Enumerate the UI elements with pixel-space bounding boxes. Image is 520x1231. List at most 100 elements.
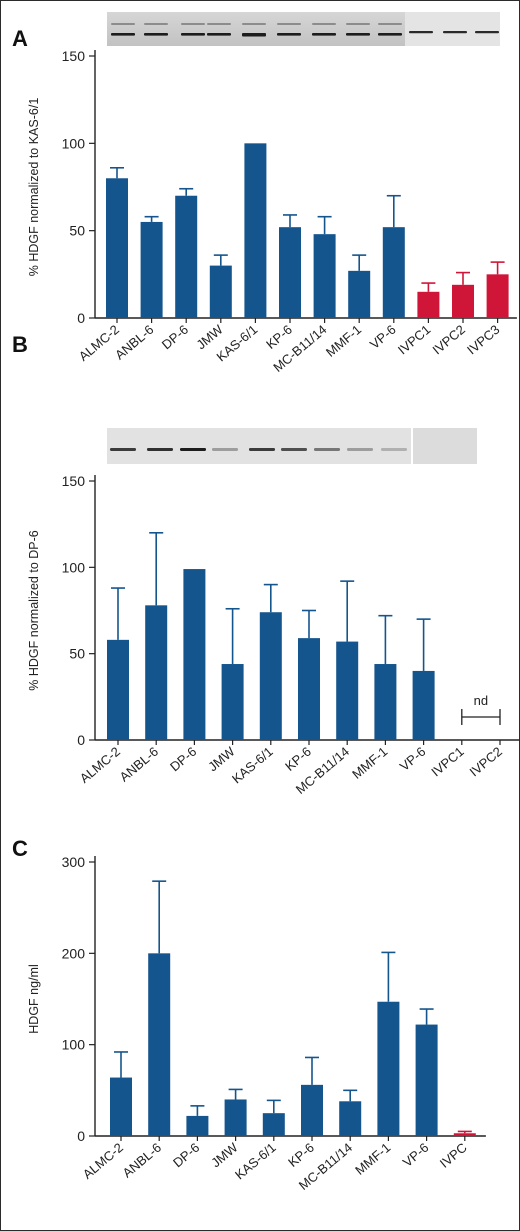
y-tick-label: 100: [62, 135, 86, 151]
y-tick-label: 0: [77, 732, 85, 748]
bar-chart-b: 0 50 100 150 % HDGF normalized to DP-6 ALMC-2…: [27, 473, 520, 797]
blot-a-band: [312, 33, 336, 36]
category-label: DP-6: [167, 744, 199, 775]
blot-b-band: [180, 448, 206, 451]
western-blot-b: [107, 428, 477, 464]
blot-a-band: [144, 33, 168, 36]
blot-a-band-upper: [111, 23, 135, 25]
category-label: MMF-1: [349, 744, 390, 782]
bar: [106, 178, 128, 318]
panel-letter-a: A: [12, 26, 28, 51]
blot-a-band: [181, 33, 205, 36]
panel-letter-b: B: [12, 332, 28, 357]
blot-a-band-upper: [378, 23, 402, 25]
blot-a-band: [475, 31, 499, 34]
category-label: IVPC2: [430, 322, 468, 358]
category-label: IVPC: [437, 1140, 470, 1171]
y-tick-label: 100: [62, 1037, 86, 1053]
bar: [183, 569, 206, 740]
category-label: ANBL-6: [117, 744, 162, 785]
bar: [259, 612, 282, 740]
category-label: ANBL-6: [112, 322, 157, 363]
y-tick-label: 50: [69, 223, 85, 239]
bar: [313, 234, 336, 318]
blot-a-band-upper: [144, 23, 168, 25]
y-tick-label: 200: [62, 945, 86, 961]
blot-b-band: [347, 448, 373, 451]
category-label: IVPC1: [395, 322, 433, 358]
category-label: VP-6: [367, 322, 399, 352]
category-label: KAS-6/1: [229, 744, 276, 787]
blot-b-band: [381, 448, 407, 451]
bar: [186, 1115, 209, 1136]
blot-b-band: [147, 448, 173, 451]
bar: [382, 227, 405, 318]
bar: [148, 953, 171, 1136]
category-label: KP-6: [282, 744, 314, 774]
category-label: DP-6: [170, 1140, 202, 1171]
category-label: IVPC3: [464, 322, 502, 358]
y-tick-label: 150: [62, 48, 86, 64]
bar: [452, 284, 474, 318]
category-label: KP-6: [285, 1140, 317, 1170]
blot-a-band: [346, 33, 370, 36]
y-tick-label: 0: [77, 1128, 85, 1144]
bar: [377, 1001, 400, 1136]
category-label: IVPC2: [467, 744, 505, 780]
panel-letter-c: C: [12, 836, 28, 861]
bar: [107, 639, 129, 740]
bar: [301, 1084, 323, 1136]
y-axis-label: HDGF ng/ml: [27, 964, 41, 1033]
y-tick-label: 50: [69, 646, 85, 662]
bar: [412, 670, 435, 740]
blot-a-band: [242, 33, 266, 37]
blot-a-band: [378, 33, 402, 36]
y-axis-label: % HDGF normalized to KAS-6/1: [27, 98, 41, 277]
blot-a-band: [277, 33, 301, 36]
blot-a-band: [443, 31, 467, 34]
category-label: MMF-1: [352, 1140, 393, 1178]
category-label: MMF-1: [323, 322, 364, 360]
bar: [486, 274, 509, 318]
blot-a-band: [207, 33, 231, 36]
category-label: ALMC-2: [77, 744, 123, 786]
category-label: ANBL-6: [120, 1140, 165, 1181]
bar: [336, 641, 359, 740]
y-axis-label: % HDGF normalized to DP-6: [27, 530, 41, 691]
western-blot-a: [107, 12, 500, 46]
category-label: JMW: [208, 1139, 241, 1170]
y-tick-label: 150: [62, 473, 86, 489]
blot-a-band-upper: [181, 23, 205, 25]
blot-a-band-upper: [207, 23, 231, 25]
bar: [244, 143, 267, 318]
bar: [145, 605, 168, 740]
category-label: DP-6: [159, 322, 191, 353]
nd-annotation: nd: [474, 693, 488, 708]
blot-b-band: [281, 448, 307, 451]
blot-b-band: [110, 448, 136, 451]
bar: [298, 638, 320, 740]
category-label: ALMC-2: [76, 322, 122, 364]
category-label: ALMC-2: [80, 1140, 126, 1182]
category-label: JMW: [205, 743, 238, 774]
blot-a-band-upper: [277, 23, 301, 25]
bar: [175, 195, 198, 318]
bar: [415, 1024, 438, 1136]
bar-chart-a: 0 50 100 150 % HDGF normalized to KAS-6/1 ALM…: [27, 48, 517, 375]
category-label: IVPC1: [428, 744, 466, 780]
blot-b-band: [212, 448, 238, 451]
blot-b-band: [314, 448, 340, 451]
category-label: VP-6: [400, 1140, 432, 1170]
blot-a-band-upper: [312, 23, 336, 25]
blot-a-band: [111, 33, 135, 36]
bar: [374, 664, 397, 740]
blot-a-band: [409, 31, 433, 34]
bar: [221, 664, 244, 740]
y-tick-label: 300: [62, 854, 86, 870]
y-tick-label: 100: [62, 559, 86, 575]
bar: [279, 227, 301, 318]
bar: [339, 1101, 362, 1136]
blot-a-band-upper: [346, 23, 370, 25]
